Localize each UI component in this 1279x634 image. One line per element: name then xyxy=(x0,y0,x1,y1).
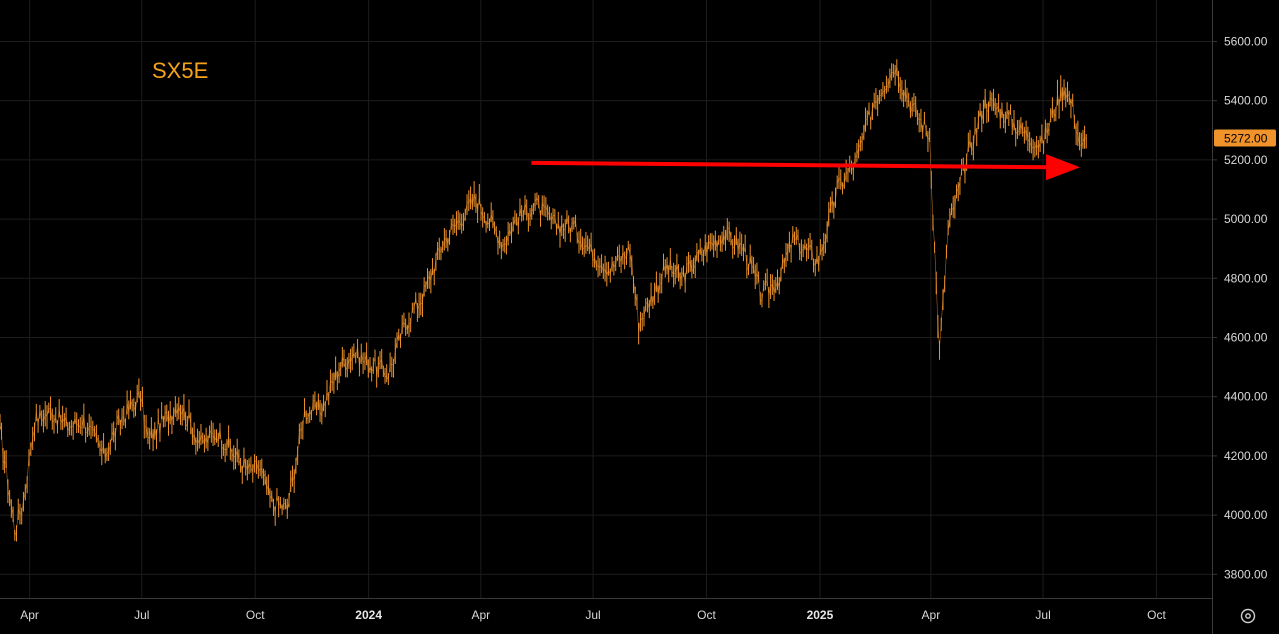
y-tick-label: 5200.00 xyxy=(1224,153,1268,167)
annotations xyxy=(531,154,1081,181)
gear-icon xyxy=(1240,608,1256,624)
y-tick-label: 5400.00 xyxy=(1224,94,1268,108)
x-tick-label: Oct xyxy=(246,608,265,622)
x-tick-label: Jul xyxy=(585,608,600,622)
annotation-arrow-head xyxy=(1046,154,1081,181)
series-line xyxy=(0,66,1087,537)
y-tick-label: 4600.00 xyxy=(1224,330,1268,344)
last-price-tag-bg xyxy=(1214,129,1276,147)
x-tick-label: Jul xyxy=(134,608,149,622)
series-bars xyxy=(0,59,1087,542)
y-tick-label: 4000.00 xyxy=(1224,508,1268,522)
grid xyxy=(0,0,1212,598)
x-tick-label: Apr xyxy=(20,608,39,622)
y-tick-label: 5600.00 xyxy=(1224,34,1268,48)
y-tick-label: 4400.00 xyxy=(1224,390,1268,404)
y-tick-label: 5000.00 xyxy=(1224,212,1268,226)
last-price-label: 5272.00 xyxy=(1224,132,1268,146)
chart-title: SX5E xyxy=(152,58,208,83)
settings-button[interactable] xyxy=(1236,604,1260,628)
x-tick-label: Oct xyxy=(697,608,716,622)
y-tick-label: 3800.00 xyxy=(1224,567,1268,581)
annotation-arrow-shaft xyxy=(531,160,1051,170)
last-price-tag: 5272.00 xyxy=(1214,129,1276,147)
x-tick-label: Apr xyxy=(922,608,941,622)
x-tick-label: Jul xyxy=(1035,608,1050,622)
x-tick-label: 2025 xyxy=(807,608,834,622)
x-tick-label: Apr xyxy=(472,608,491,622)
x-tick-label: Oct xyxy=(1147,608,1166,622)
y-tick-label: 4800.00 xyxy=(1224,271,1268,285)
x-tick-label: 2024 xyxy=(355,608,382,622)
price-series xyxy=(0,59,1087,542)
y-tick-label: 4200.00 xyxy=(1224,449,1268,463)
